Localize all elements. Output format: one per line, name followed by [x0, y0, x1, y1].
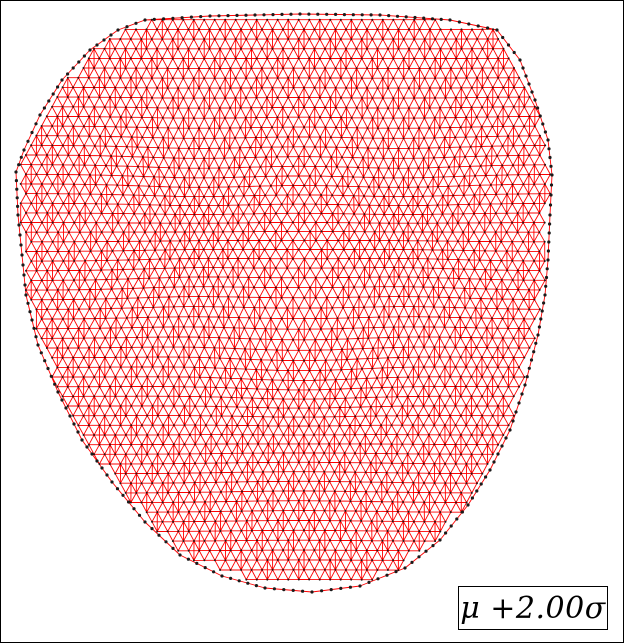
legend-box: μ +2.00σ	[458, 586, 608, 630]
mesh-edges	[15, 13, 553, 593]
mesh-edge-paths	[15, 13, 553, 593]
sigma-label: μ +2.00σ	[460, 590, 606, 626]
